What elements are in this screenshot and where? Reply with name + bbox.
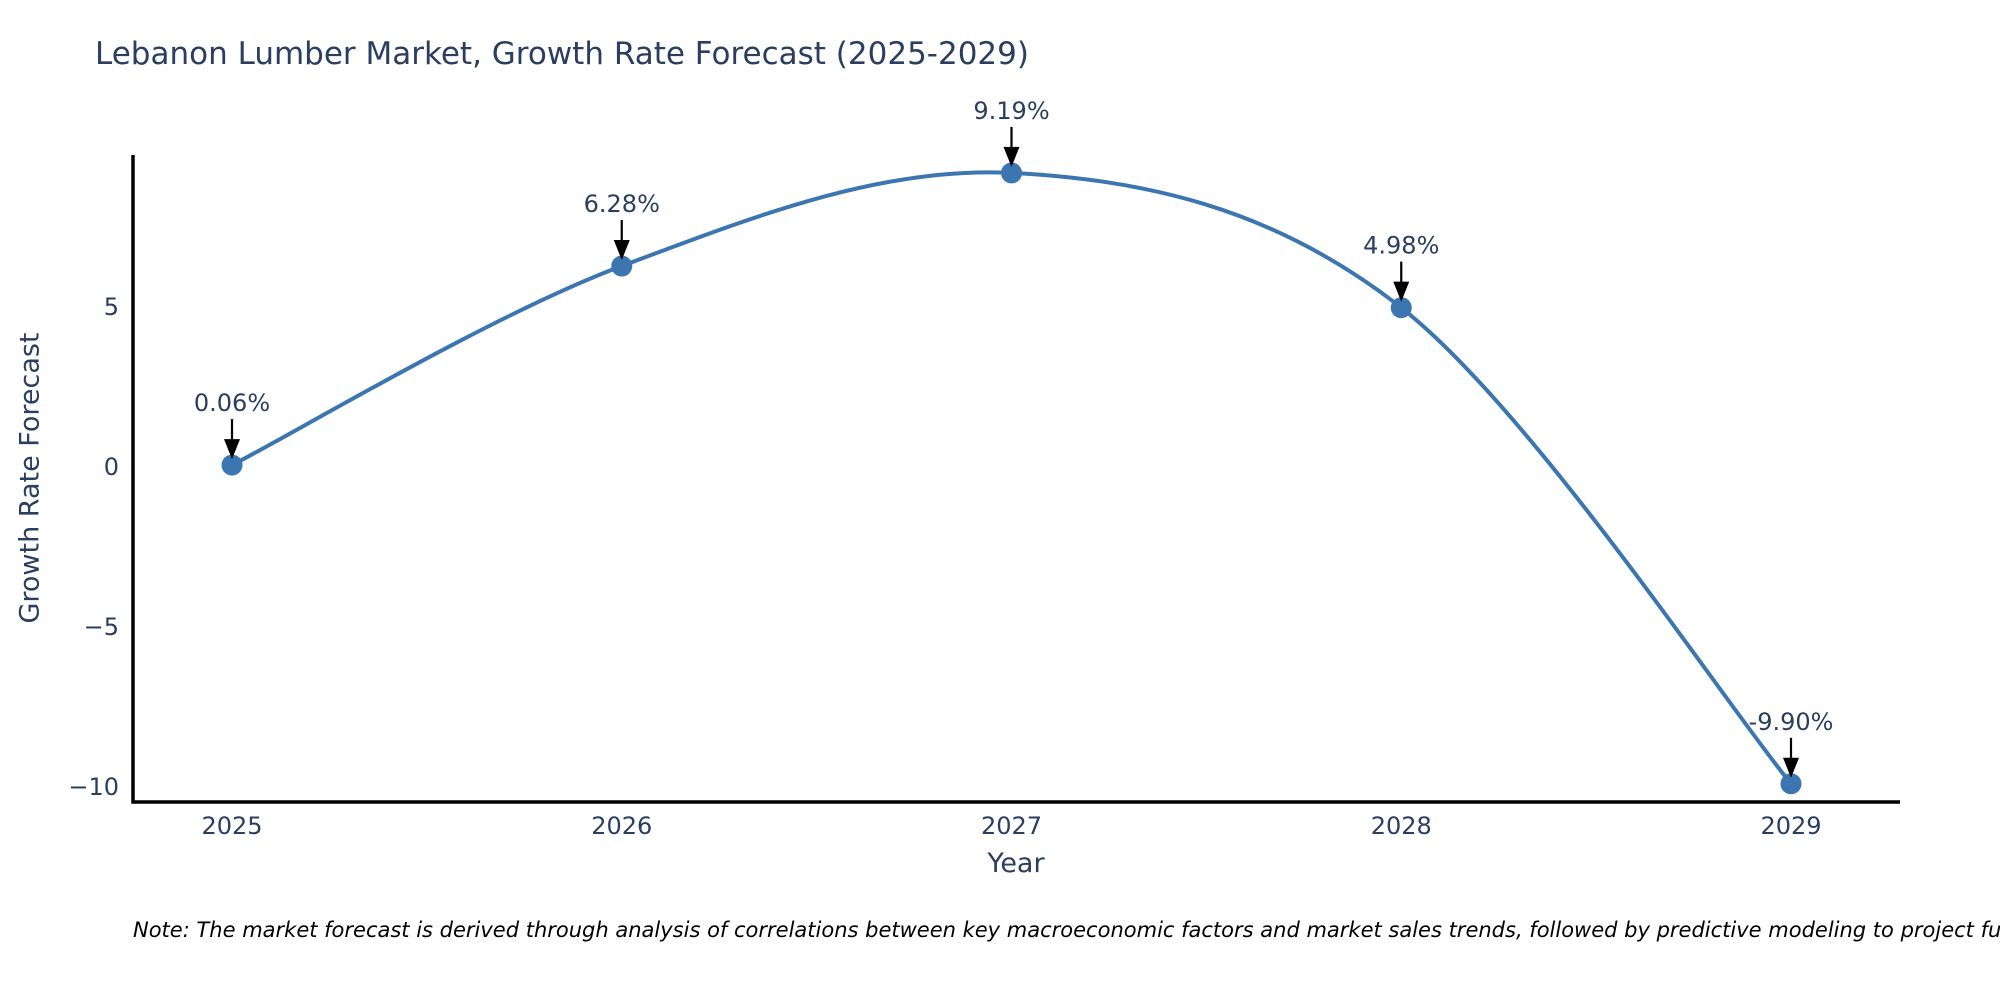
data-point-label: -9.90% — [1749, 708, 1834, 736]
x-tick-label: 2025 — [201, 812, 262, 840]
data-point-marker — [1390, 297, 1412, 319]
x-tick-label: 2026 — [591, 812, 652, 840]
chart-title: Lebanon Lumber Market, Growth Rate Forec… — [95, 36, 1029, 72]
data-point-label: 4.98% — [1363, 232, 1439, 260]
data-point-label: 0.06% — [194, 389, 270, 417]
x-tick-label: 2028 — [1371, 812, 1432, 840]
footnote: Note: The market forecast is derived thr… — [133, 918, 2000, 942]
x-tick-label: 2029 — [1760, 812, 1821, 840]
data-point-label: 9.19% — [973, 97, 1049, 125]
data-point-marker — [1780, 773, 1802, 795]
y-tick-label: −10 — [68, 773, 119, 801]
annotation-arrow-head — [224, 439, 240, 460]
y-tick-label: 0 — [104, 453, 119, 481]
x-tick-label: 2027 — [981, 812, 1042, 840]
forecast-line — [230, 170, 1793, 786]
x-axis-title: Year — [987, 848, 1045, 879]
annotation-arrow-head — [1393, 281, 1410, 302]
data-point-marker — [221, 454, 243, 476]
y-tick-label: −5 — [84, 613, 119, 641]
annotation-arrow-head — [1003, 146, 1020, 167]
data-point-label: 6.28% — [584, 190, 660, 218]
data-point-marker — [611, 255, 633, 277]
data-point-marker — [1001, 162, 1022, 184]
annotation-arrow-head — [1783, 757, 1799, 778]
axis-spine — [131, 155, 1900, 804]
y-tick-label: 5 — [104, 293, 119, 321]
annotation-arrow-head — [613, 240, 630, 261]
y-axis-title: Growth Rate Forecast — [14, 332, 46, 624]
